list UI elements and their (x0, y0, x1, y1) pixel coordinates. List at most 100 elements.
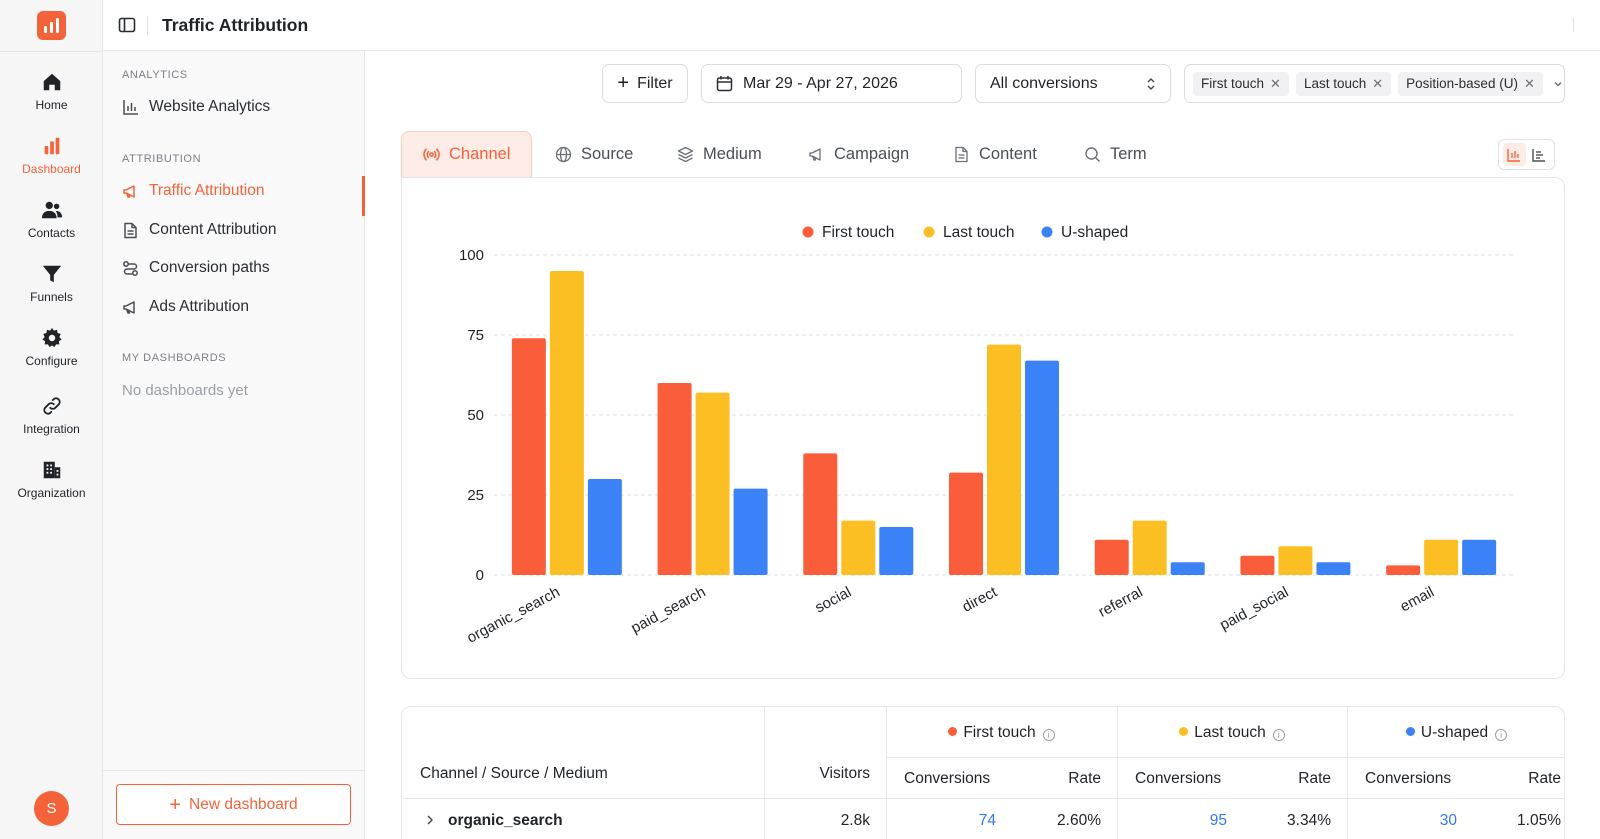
bar (1094, 539, 1129, 575)
column-header-conversions[interactable]: Conversions (1365, 770, 1452, 787)
rail-item-contacts[interactable]: Contacts (0, 199, 103, 257)
sidebar-item-website-analytics[interactable]: Website Analytics (122, 92, 347, 122)
bar (733, 488, 768, 575)
tab-label: Campaign (834, 144, 910, 163)
sidebar-footer-divider (103, 770, 365, 771)
layers-icon (677, 146, 694, 162)
dashboards-empty-state: No dashboards yet (122, 382, 248, 399)
sidebar-item-traffic-attribution[interactable]: Traffic Attribution (122, 176, 347, 206)
row-conversions[interactable]: 74 (978, 812, 996, 829)
broadcast-icon (423, 148, 440, 161)
bar-chart-icon (1507, 148, 1521, 162)
tab-term[interactable]: Term (1084, 131, 1147, 177)
sidebar-section-dashboards: MY DASHBOARDS (122, 352, 227, 364)
x-tick-label: referral (1096, 584, 1146, 621)
rail-item-configure[interactable]: Configure (0, 327, 103, 385)
table-divider (1347, 707, 1348, 839)
chart-view-toggle (1498, 139, 1555, 170)
bar (1132, 520, 1167, 575)
row-rate: 2.60% (1057, 812, 1101, 829)
sidebar: ANALYTICS Website Analytics ATTRIBUTION … (103, 51, 365, 839)
page-title: Traffic Attribution (162, 15, 309, 35)
vertical-bar-view-button[interactable] (1502, 143, 1526, 166)
column-header-rate[interactable]: Rate (1068, 770, 1101, 787)
conversion-select-value: All conversions (990, 74, 1098, 92)
series-swatch (1405, 727, 1415, 736)
x-tick-label: organic_search (464, 584, 563, 647)
tab-label: Content (979, 144, 1037, 163)
column-header-rate[interactable]: Rate (1298, 770, 1331, 787)
model-chip: Last touch ✕ (1295, 71, 1392, 96)
legend-swatch (923, 226, 935, 238)
chevron-down-icon[interactable] (1552, 78, 1564, 90)
new-dashboard-button[interactable]: + New dashboard (116, 784, 351, 825)
rail-item-label: Configure (25, 354, 78, 368)
info-icon[interactable]: i (1272, 729, 1285, 741)
rail-item-integration[interactable]: Integration (0, 395, 103, 453)
x-tick-label: paid_search (628, 584, 708, 637)
column-header-dimension[interactable]: Channel / Source / Medium (420, 765, 608, 782)
info-icon[interactable]: i (1495, 729, 1508, 741)
filter-button[interactable]: + Filter (602, 64, 688, 103)
bar (695, 392, 730, 575)
row-conversions[interactable]: 95 (1209, 812, 1227, 829)
sidebar-item-content-attribution[interactable]: Content Attribution (122, 215, 347, 245)
attribution-chart-card: 0 25 50 75 100 First touch Last touch U-shaped o… (401, 177, 1565, 679)
tab-channel[interactable]: Channel (401, 131, 533, 177)
column-header-rate[interactable]: Rate (1528, 770, 1561, 787)
conversion-select[interactable]: All conversions (975, 64, 1171, 103)
bar-chart-icon (44, 137, 59, 155)
tab-source[interactable]: Source (555, 131, 633, 177)
gear-icon (41, 327, 62, 348)
topbar-divider-right (1573, 18, 1574, 32)
table-header-divider (886, 757, 1564, 758)
tab-content[interactable]: Content (953, 131, 1037, 177)
attribution-table: Channel / Source / Medium Visitors First… (401, 706, 1565, 839)
remove-icon[interactable]: ✕ (1523, 75, 1535, 91)
rail-item-label: Funnels (30, 290, 73, 304)
date-range-picker[interactable]: Mar 29 - Apr 27, 2026 (701, 64, 962, 103)
attribution-model-select[interactable]: First touch ✕ Last touch ✕ Position-based … (1184, 64, 1565, 103)
y-tick-label: 75 (467, 327, 484, 344)
horizontal-bar-view-button[interactable] (1527, 143, 1550, 166)
row-conversions[interactable]: 30 (1439, 812, 1457, 829)
bar (803, 453, 838, 575)
app-logo[interactable] (37, 11, 66, 40)
group-header-label: U-shaped (1420, 724, 1489, 741)
rail-item-home[interactable]: Home (0, 71, 103, 129)
rail-item-label: Organization (17, 486, 86, 500)
rail-item-funnels[interactable]: Funnels (0, 263, 103, 321)
table-divider (764, 707, 765, 839)
tab-medium[interactable]: Medium (677, 131, 762, 177)
sidebar-item-ads-attribution[interactable]: Ads Attribution (122, 292, 347, 322)
globe-icon (555, 146, 572, 162)
group-header-label: First touch (963, 724, 1036, 741)
sidebar-item-conversion-paths[interactable]: Conversion paths (122, 253, 347, 283)
sidebar-toggle-icon[interactable] (118, 16, 136, 34)
series-swatch (948, 727, 958, 736)
row-rate: 3.34% (1287, 812, 1331, 829)
bar (587, 479, 622, 575)
sidebar-section-attribution: ATTRIBUTION (122, 153, 202, 165)
remove-icon[interactable]: ✕ (1372, 75, 1384, 91)
rail-item-organization[interactable]: Organization (0, 459, 103, 517)
column-header-conversions[interactable]: Conversions (904, 770, 991, 787)
column-header-conversions[interactable]: Conversions (1135, 770, 1222, 787)
y-tick-label: 50 (467, 407, 484, 424)
tab-label: Medium (703, 144, 762, 163)
chevron-right-icon[interactable] (425, 814, 435, 826)
remove-icon[interactable]: ✕ (1270, 75, 1281, 91)
column-header-visitors[interactable]: Visitors (819, 765, 870, 782)
row-visitors: 2.8k (840, 812, 870, 829)
table-divider (886, 707, 887, 839)
topbar-divider (147, 16, 148, 35)
horizontal-bar-chart-icon (1532, 148, 1545, 162)
bar (1278, 546, 1313, 575)
tab-campaign[interactable]: Campaign (808, 131, 909, 177)
user-avatar[interactable]: S (34, 791, 69, 826)
info-icon[interactable]: i (1042, 729, 1055, 741)
x-tick-label: email (1397, 584, 1437, 616)
rail-item-dashboard[interactable]: Dashboard (0, 135, 103, 193)
search-icon (1085, 146, 1100, 162)
